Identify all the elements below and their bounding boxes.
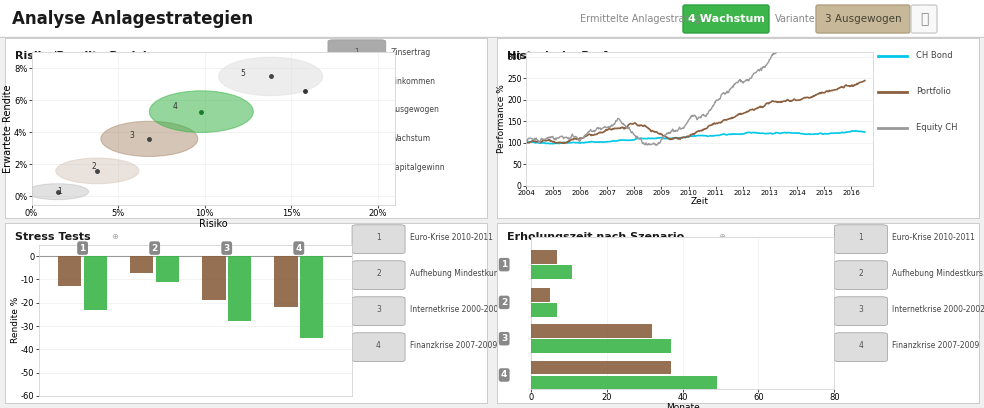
FancyBboxPatch shape: [352, 333, 405, 361]
Y-axis label: Erwartete Rendite: Erwartete Rendite: [3, 84, 13, 173]
Bar: [530, 324, 652, 338]
Bar: [275, 256, 297, 307]
FancyBboxPatch shape: [328, 40, 386, 67]
Text: Risiko/Rendite-Beziehung: Risiko/Rendite-Beziehung: [15, 51, 174, 61]
Text: Kapitalgewinn: Kapitalgewinn: [391, 163, 445, 172]
Text: 3: 3: [858, 305, 863, 314]
FancyBboxPatch shape: [834, 225, 888, 254]
FancyBboxPatch shape: [352, 297, 405, 326]
Text: 3 Ausgewogen: 3 Ausgewogen: [825, 14, 901, 24]
Ellipse shape: [56, 158, 139, 184]
Text: Historische Performance: Historische Performance: [507, 51, 661, 61]
Text: 2: 2: [354, 77, 359, 86]
Text: Internetkrise 2000-2002: Internetkrise 2000-2002: [410, 305, 503, 314]
Text: 3: 3: [223, 244, 230, 253]
Bar: [155, 256, 179, 282]
Text: CH Bond: CH Bond: [916, 51, 953, 60]
Text: Analyse Anlagestrategien: Analyse Anlagestrategien: [12, 10, 253, 28]
Text: 4: 4: [501, 370, 508, 379]
Ellipse shape: [150, 91, 253, 133]
Text: ⊕: ⊕: [111, 232, 118, 241]
Text: 4 Wachstum: 4 Wachstum: [688, 14, 765, 24]
Text: Aufhebung Mindestkurs...: Aufhebung Mindestkurs...: [892, 269, 984, 278]
Bar: [530, 265, 573, 279]
Text: ⊕: ⊕: [169, 51, 176, 60]
Text: Internetkrise 2000-2002: Internetkrise 2000-2002: [892, 305, 984, 314]
Text: Ermittelte Anlagestrategie: Ermittelte Anlagestrategie: [580, 14, 709, 24]
Text: 3: 3: [376, 305, 381, 314]
FancyBboxPatch shape: [834, 333, 888, 361]
Text: 1: 1: [501, 260, 508, 269]
Text: Euro-Krise 2010-2011: Euro-Krise 2010-2011: [892, 233, 975, 242]
Y-axis label: Performance %: Performance %: [497, 84, 506, 153]
X-axis label: Monate: Monate: [666, 403, 700, 408]
Text: Variante: Variante: [775, 14, 816, 24]
Text: 2: 2: [152, 244, 157, 253]
Text: Euro-Krise 2010-2011: Euro-Krise 2010-2011: [410, 233, 493, 242]
FancyBboxPatch shape: [328, 126, 386, 153]
FancyBboxPatch shape: [834, 297, 888, 326]
X-axis label: Zeit: Zeit: [691, 197, 708, 206]
Text: 1: 1: [858, 233, 863, 242]
Text: 5: 5: [354, 163, 359, 172]
Bar: [530, 361, 671, 374]
Text: 1: 1: [80, 244, 86, 253]
FancyBboxPatch shape: [328, 69, 386, 95]
Text: Einkommen: Einkommen: [391, 77, 436, 86]
Text: Wachstum: Wachstum: [391, 134, 431, 143]
Text: ⊕: ⊕: [709, 51, 716, 60]
Bar: [228, 256, 251, 322]
Text: Finanzkrise 2007-2009: Finanzkrise 2007-2009: [892, 341, 979, 350]
Text: 2: 2: [92, 162, 96, 171]
Text: 1: 1: [57, 187, 62, 196]
FancyBboxPatch shape: [683, 5, 769, 33]
Text: ⎘: ⎘: [920, 12, 928, 26]
Bar: [300, 256, 324, 338]
Bar: [530, 339, 671, 353]
FancyBboxPatch shape: [352, 261, 405, 290]
Text: 4: 4: [376, 341, 381, 350]
Bar: [58, 256, 82, 286]
Bar: [530, 303, 557, 317]
Text: 1: 1: [354, 48, 359, 57]
Text: Zinsertrag: Zinsertrag: [391, 48, 431, 57]
X-axis label: Risiko: Risiko: [199, 219, 227, 229]
Bar: [130, 256, 154, 273]
Bar: [202, 256, 225, 300]
Text: 2: 2: [376, 269, 381, 278]
Text: Equity CH: Equity CH: [916, 124, 957, 133]
Text: 2: 2: [501, 298, 508, 307]
Text: 4: 4: [173, 102, 178, 111]
Text: 4: 4: [858, 341, 863, 350]
Text: 2: 2: [858, 269, 863, 278]
Text: Aufhebung Mindestkurs...: Aufhebung Mindestkurs...: [410, 269, 508, 278]
FancyBboxPatch shape: [328, 98, 386, 124]
FancyBboxPatch shape: [816, 5, 910, 33]
Text: 5: 5: [240, 69, 245, 78]
Bar: [530, 376, 716, 389]
Text: 3: 3: [130, 131, 135, 140]
Text: 4: 4: [354, 134, 359, 143]
Ellipse shape: [218, 57, 323, 95]
FancyBboxPatch shape: [352, 225, 405, 254]
Ellipse shape: [27, 184, 89, 200]
FancyBboxPatch shape: [911, 5, 937, 33]
Bar: [530, 288, 550, 302]
Text: Erholungszeit nach Szenario: Erholungszeit nach Szenario: [507, 232, 684, 242]
Text: Stress Tests: Stress Tests: [15, 232, 91, 242]
Text: Finanzkrise 2007-2009: Finanzkrise 2007-2009: [410, 341, 497, 350]
Text: 1: 1: [376, 233, 381, 242]
Bar: [530, 251, 557, 264]
Text: ⊕: ⊕: [718, 232, 726, 241]
Text: 3: 3: [354, 106, 359, 115]
Y-axis label: Rendite %: Rendite %: [11, 297, 20, 344]
FancyBboxPatch shape: [834, 261, 888, 290]
Text: Ausgewogen: Ausgewogen: [391, 106, 440, 115]
FancyBboxPatch shape: [328, 155, 386, 182]
Bar: [84, 256, 107, 310]
Text: 4: 4: [295, 244, 302, 253]
Text: Portfolio: Portfolio: [916, 87, 952, 97]
Text: 3: 3: [501, 334, 508, 343]
Ellipse shape: [100, 121, 198, 157]
